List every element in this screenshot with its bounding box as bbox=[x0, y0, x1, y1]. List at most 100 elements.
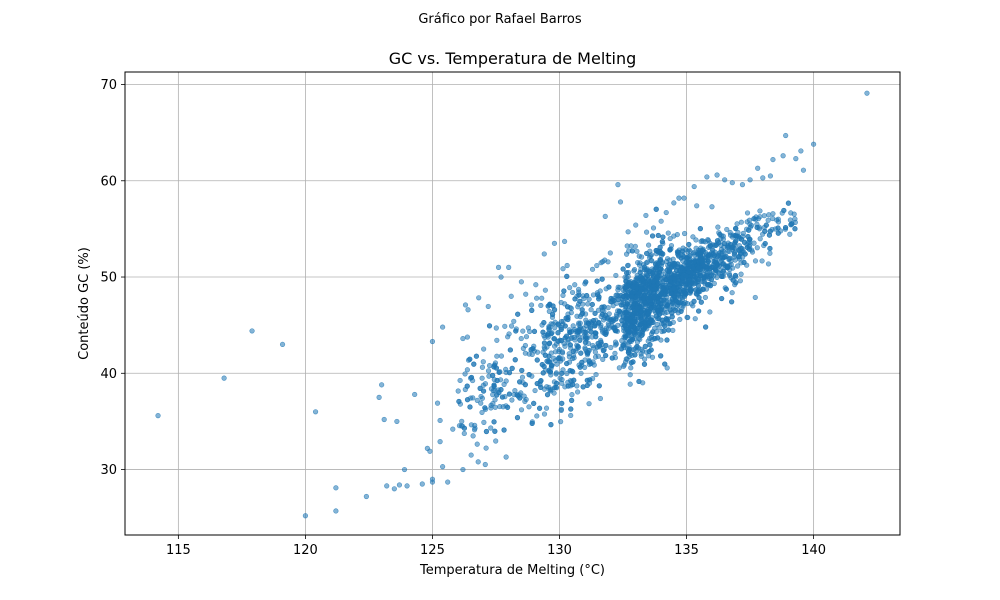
scatter-point bbox=[548, 331, 554, 337]
scatter-point bbox=[638, 346, 644, 352]
scatter-point bbox=[552, 325, 558, 331]
scatter-point bbox=[363, 493, 369, 500]
scatter-point bbox=[631, 279, 637, 286]
scatter-point bbox=[552, 385, 558, 391]
scatter-point bbox=[531, 400, 537, 407]
scatter-point bbox=[485, 368, 492, 374]
scatter-point bbox=[671, 233, 677, 239]
scatter-point bbox=[787, 231, 793, 237]
scatter-point bbox=[622, 322, 628, 329]
scatter-point bbox=[642, 356, 648, 362]
scatter-point bbox=[615, 182, 621, 188]
scatter-point bbox=[575, 286, 582, 293]
scatter-point bbox=[655, 232, 661, 239]
scatter-point bbox=[475, 459, 481, 465]
scatter-point bbox=[479, 409, 485, 416]
scatter-point bbox=[572, 296, 578, 302]
scatter-point bbox=[592, 310, 598, 316]
scatter-point bbox=[727, 272, 733, 279]
scatter-point bbox=[543, 405, 550, 411]
scatter-point bbox=[549, 311, 556, 317]
scatter-point bbox=[719, 273, 725, 279]
scatter-point bbox=[679, 265, 685, 271]
scatter-point bbox=[533, 282, 539, 288]
scatter-point bbox=[681, 230, 688, 237]
scatter-point bbox=[586, 401, 592, 407]
scatter-point bbox=[659, 317, 665, 323]
scatter-point bbox=[665, 327, 672, 333]
scatter-point bbox=[792, 216, 798, 222]
scatter-point bbox=[496, 369, 502, 375]
scatter-point bbox=[645, 277, 652, 283]
scatter-point bbox=[664, 267, 670, 273]
scatter-point bbox=[687, 261, 693, 267]
scatter-point bbox=[767, 245, 773, 252]
scatter-point bbox=[595, 340, 601, 347]
scatter-point bbox=[664, 337, 670, 343]
scatter-point bbox=[624, 301, 630, 307]
scatter-point bbox=[333, 485, 339, 491]
scatter-point bbox=[770, 156, 776, 163]
scatter-point bbox=[705, 236, 711, 243]
scatter-point bbox=[548, 388, 554, 394]
scatter-point bbox=[576, 320, 582, 326]
scatter-point bbox=[503, 378, 509, 384]
y-axis-label: Conteúdo GC (%) bbox=[77, 247, 92, 360]
scatter-point bbox=[460, 335, 466, 342]
scatter-point bbox=[562, 323, 568, 329]
scatter-point bbox=[664, 302, 671, 308]
scatter-point bbox=[576, 292, 582, 298]
scatter-point bbox=[645, 310, 651, 317]
scatter-point bbox=[744, 210, 751, 216]
scatter-point bbox=[641, 361, 648, 367]
scatter-point bbox=[589, 266, 596, 272]
scatter-point bbox=[664, 365, 670, 371]
scatter-point bbox=[520, 328, 526, 334]
scatter-point bbox=[646, 242, 652, 248]
scatter-point bbox=[634, 326, 640, 332]
scatter-point bbox=[738, 236, 745, 242]
y-tick-label: 50 bbox=[100, 271, 117, 286]
scatter-point bbox=[677, 283, 683, 290]
scatter-point bbox=[654, 270, 660, 276]
scatter-point bbox=[570, 323, 576, 329]
scatter-point bbox=[557, 375, 563, 381]
scatter-point bbox=[555, 355, 562, 362]
scatter-point bbox=[620, 342, 627, 348]
scatter-point bbox=[597, 395, 604, 402]
scatter-point bbox=[575, 389, 581, 395]
scatter-point bbox=[592, 349, 598, 355]
scatter-point bbox=[506, 391, 513, 397]
scatter-point bbox=[427, 448, 433, 454]
scatter-point bbox=[509, 365, 515, 372]
scatter-point bbox=[534, 413, 540, 419]
scatter-point bbox=[518, 279, 524, 285]
scatter-point bbox=[585, 301, 591, 307]
scatter-point bbox=[459, 418, 465, 424]
scatter-point bbox=[751, 240, 757, 246]
scatter-point bbox=[547, 369, 554, 375]
scatter-point bbox=[561, 288, 567, 294]
scatter-point bbox=[654, 315, 661, 322]
scatter-point bbox=[541, 251, 547, 257]
scatter-point bbox=[757, 208, 763, 214]
scatter-point bbox=[514, 415, 521, 421]
scatter-point bbox=[746, 236, 753, 243]
scatter-point bbox=[636, 378, 642, 385]
scatter-point bbox=[765, 217, 771, 223]
scatter-point bbox=[761, 213, 767, 219]
scatter-point bbox=[509, 397, 515, 403]
scatter-point bbox=[508, 323, 515, 329]
scatter-point bbox=[560, 292, 566, 299]
x-axis-label: Temperatura de Melting (°C) bbox=[419, 563, 605, 578]
scatter-point bbox=[775, 225, 781, 231]
scatter-point bbox=[665, 230, 671, 236]
scatter-point bbox=[565, 383, 571, 389]
scatter-point bbox=[564, 304, 571, 310]
scatter-point bbox=[667, 247, 673, 253]
scatter-point bbox=[625, 293, 631, 300]
scatter-point bbox=[541, 319, 547, 326]
scatter-point bbox=[760, 175, 766, 181]
scatter-point bbox=[488, 425, 494, 431]
scatter-point bbox=[667, 278, 673, 285]
